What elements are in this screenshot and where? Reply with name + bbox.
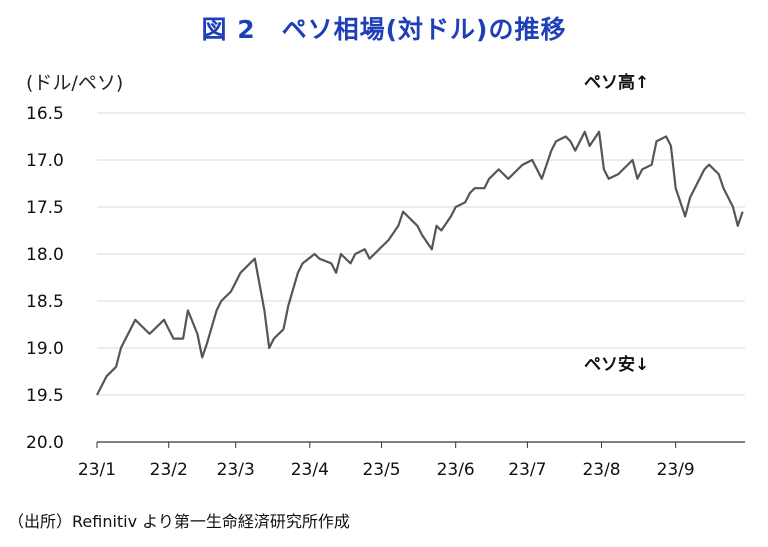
x-tick-label: 23/8: [582, 460, 620, 480]
annotation-peso-strong: ペソ高↑: [584, 73, 650, 93]
y-axis-unit-label: (ドル/ペソ): [26, 72, 124, 94]
y-tick-label: 20.0: [26, 433, 64, 453]
y-tick-label: 17.5: [26, 198, 64, 218]
x-tick-label: 23/4: [291, 460, 329, 480]
y-tick-label: 18.0: [26, 245, 64, 265]
y-tick-label: 19.5: [26, 386, 64, 406]
annotation-peso-weak: ペソ安↓: [584, 355, 650, 375]
x-tick-label: 23/7: [508, 460, 546, 480]
chart-title: 図 2 ペソ相場(対ドル)の推移: [201, 15, 567, 44]
x-tick-label: 23/2: [150, 460, 188, 480]
y-tick-label: 16.5: [26, 104, 64, 124]
y-tick-label: 18.5: [26, 292, 64, 312]
y-axis-ticks: 16.5 17.0 17.5 18.0 18.5 19.0 19.5 20.0: [26, 104, 64, 453]
x-tick-label: 23/9: [657, 460, 695, 480]
series-line-mxn-per-usd: [96, 130, 744, 396]
y-tick-label: 19.0: [26, 339, 64, 359]
x-axis-ticks: 23/1 23/2 23/3 23/4 23/5 23/6 23/7 23/8 23/9: [78, 442, 695, 480]
x-tick-label: 23/3: [217, 460, 255, 480]
x-tick-label: 23/1: [78, 460, 116, 480]
x-tick-label: 23/6: [437, 460, 475, 480]
source-note: （出所）Refinitiv より第一生命経済研究所作成: [8, 512, 350, 531]
y-tick-label: 17.0: [26, 151, 64, 171]
x-tick-label: 23/5: [362, 460, 400, 480]
gridlines: [97, 112, 745, 443]
